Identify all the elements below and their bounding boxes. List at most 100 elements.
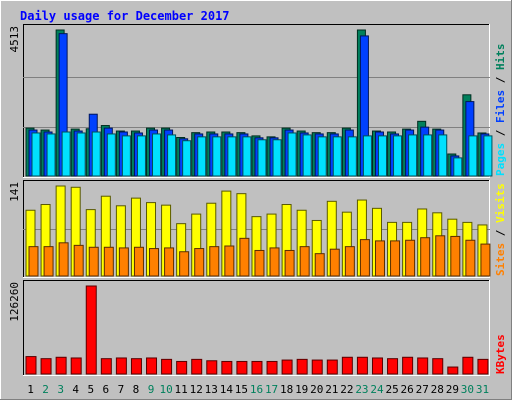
bar-pages-day-11 — [182, 140, 192, 177]
x-tick-label-24: 24 — [370, 383, 384, 396]
bar-kbytes-day-20 — [311, 359, 323, 375]
bar-kbytes-day-26 — [402, 356, 414, 375]
bar-sites-day-13 — [209, 246, 220, 277]
bar-kbytes-day-24 — [371, 357, 383, 375]
bar-pages-day-18 — [287, 132, 297, 177]
legend-entry: Pages — [494, 143, 507, 176]
bar-kbytes-day-14 — [221, 360, 233, 375]
bar-kbytes-day-19 — [296, 358, 308, 375]
bar-kbytes-day-4 — [70, 357, 82, 375]
bar-pages-day-7 — [121, 135, 131, 177]
bar-sites-day-16 — [254, 249, 265, 277]
legend-entry: Sites — [494, 243, 507, 276]
bar-kbytes-day-25 — [387, 358, 399, 375]
bar-sites-day-24 — [374, 240, 385, 277]
bar-pages-day-27 — [423, 134, 433, 177]
bar-kbytes-day-8 — [130, 358, 142, 375]
x-tick-label-19: 19 — [295, 383, 308, 396]
x-tick-label-17: 17 — [265, 383, 278, 396]
x-tick-label-5: 5 — [87, 383, 94, 396]
bar-kbytes-day-17 — [266, 360, 278, 375]
bar-sites-day-1 — [28, 246, 39, 277]
bar-pages-day-19 — [302, 134, 312, 177]
bar-kbytes-day-6 — [100, 358, 112, 375]
bar-kbytes-day-28 — [432, 358, 444, 375]
bar-pages-day-25 — [393, 135, 403, 177]
bar-kbytes-day-29 — [447, 366, 459, 375]
bar-pages-day-15 — [242, 136, 252, 177]
x-tick-label-18: 18 — [280, 383, 293, 396]
bar-kbytes-day-1 — [25, 356, 37, 375]
x-tick-label-10: 10 — [159, 383, 172, 396]
bar-pages-day-23 — [362, 135, 372, 177]
x-tick-label-21: 21 — [325, 383, 338, 396]
bar-sites-day-5 — [88, 246, 99, 277]
bar-pages-day-20 — [317, 136, 327, 177]
x-tick-label-29: 29 — [446, 383, 459, 396]
x-tick-label-4: 4 — [72, 383, 79, 396]
visits-sites-legend: Sites / Visits — [494, 183, 507, 276]
hits-files-pages-y-max-label: 4513 — [8, 26, 21, 53]
x-tick-label-9: 9 — [148, 383, 155, 396]
x-tick-label-25: 25 — [385, 383, 398, 396]
bar-kbytes-day-31 — [477, 358, 489, 375]
visits-sites-panel: 141 Sites / Visits — [8, 180, 507, 278]
hits-files-pages-legend: Pages / Files / Hits — [494, 44, 507, 177]
x-tick-label-26: 26 — [401, 383, 414, 396]
bar-kbytes-day-11 — [176, 360, 188, 375]
bar-kbytes-day-15 — [236, 360, 248, 375]
bar-sites-day-12 — [194, 248, 205, 277]
bar-pages-day-16 — [257, 139, 267, 177]
bar-pages-day-9 — [152, 133, 162, 177]
x-tick-label-3: 3 — [57, 383, 64, 396]
bar-pages-day-31 — [483, 135, 493, 177]
bar-sites-day-15 — [239, 237, 250, 277]
bar-sites-day-11 — [179, 251, 190, 277]
bar-sites-day-22 — [344, 246, 355, 277]
bar-sites-day-20 — [314, 253, 325, 277]
kbytes-legend: KBytes — [494, 334, 507, 374]
bar-kbytes-day-22 — [341, 356, 353, 375]
x-tick-label-20: 20 — [310, 383, 323, 396]
bar-pages-day-30 — [468, 135, 478, 177]
bar-sites-day-23 — [359, 239, 370, 277]
bar-sites-day-7 — [118, 247, 129, 277]
x-tick-label-15: 15 — [235, 383, 248, 396]
bar-pages-day-29 — [453, 157, 463, 177]
bar-sites-day-3 — [58, 242, 69, 277]
bar-sites-day-30 — [465, 239, 476, 277]
x-tick-label-13: 13 — [205, 383, 218, 396]
bar-sites-day-4 — [73, 244, 84, 277]
bar-kbytes-day-16 — [251, 360, 263, 375]
x-tick-label-22: 22 — [340, 383, 353, 396]
x-tick-label-2: 2 — [42, 383, 49, 396]
bar-sites-day-6 — [103, 246, 114, 277]
bar-sites-day-26 — [405, 239, 416, 277]
bar-sites-day-2 — [43, 246, 54, 277]
bar-sites-day-31 — [480, 243, 491, 277]
bar-kbytes-day-21 — [326, 359, 338, 375]
legend-entry: Files — [494, 90, 507, 123]
bar-pages-day-1 — [31, 132, 41, 177]
bar-sites-day-21 — [329, 248, 340, 277]
bar-sites-day-29 — [450, 235, 461, 277]
hits-files-pages-panel: 4513 Pages / Files / Hits — [8, 24, 507, 178]
bar-sites-day-14 — [224, 245, 235, 277]
x-tick-label-31: 31 — [476, 383, 489, 396]
bar-sites-day-8 — [133, 246, 144, 277]
bar-pages-day-17 — [272, 139, 282, 177]
bar-sites-day-25 — [390, 240, 401, 277]
bar-pages-day-24 — [377, 135, 387, 177]
bar-pages-day-6 — [106, 133, 116, 177]
bar-sites-day-27 — [420, 237, 431, 277]
kbytes-y-max-label: 126260 — [8, 282, 21, 322]
bar-sites-day-10 — [164, 247, 175, 277]
bar-pages-day-28 — [438, 134, 448, 177]
bar-kbytes-day-3 — [55, 356, 67, 375]
bar-sites-day-18 — [284, 249, 295, 277]
bar-kbytes-day-7 — [115, 357, 127, 375]
visits-sites-y-max-label: 141 — [8, 182, 21, 202]
bar-pages-day-4 — [76, 132, 86, 177]
bar-kbytes-day-27 — [417, 357, 429, 375]
